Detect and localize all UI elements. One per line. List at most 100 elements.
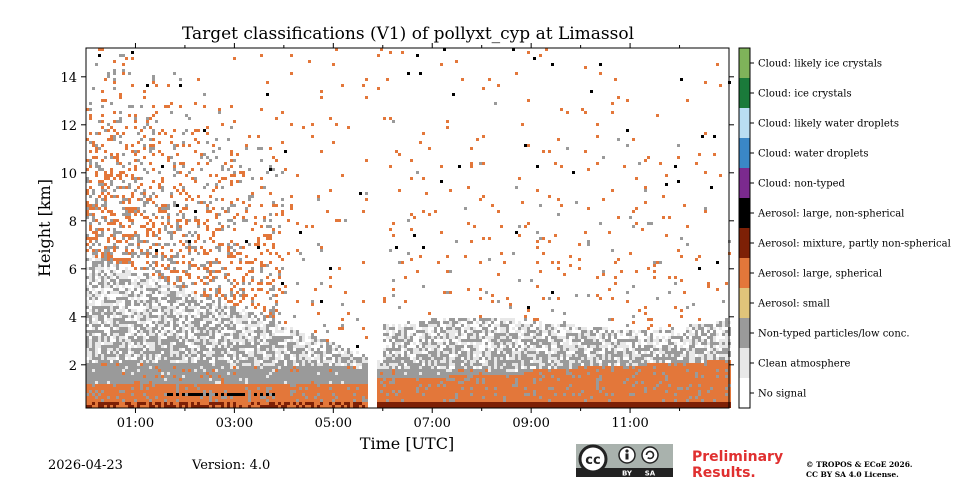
heatmap-cell <box>479 288 482 291</box>
heatmap-cell <box>155 234 158 237</box>
heatmap-cell <box>485 399 488 402</box>
heatmap-cell <box>128 348 131 351</box>
heatmap-cell <box>98 402 101 405</box>
heatmap-cell <box>236 252 239 255</box>
heatmap-cell <box>212 327 215 330</box>
heatmap-cell <box>260 351 263 354</box>
heatmap-cell <box>476 354 479 357</box>
heatmap-cell <box>119 162 122 165</box>
heatmap-cell <box>134 114 137 117</box>
heatmap-cell <box>233 351 236 354</box>
heatmap-cell <box>146 228 149 231</box>
heatmap-cell <box>494 102 497 105</box>
heatmap-cell <box>89 378 92 381</box>
heatmap-cell <box>209 294 212 297</box>
heatmap-cell <box>92 273 95 276</box>
heatmap-cell <box>476 366 479 369</box>
heatmap-cell <box>314 366 317 369</box>
heatmap-cell <box>224 312 227 315</box>
heatmap-cell <box>134 321 137 324</box>
heatmap-cell <box>197 78 200 81</box>
heatmap-cell <box>197 330 200 333</box>
heatmap-cell <box>227 333 230 336</box>
heatmap-cell <box>134 399 137 402</box>
heatmap-cell <box>353 366 356 369</box>
heatmap-cell <box>494 366 497 369</box>
heatmap-cell <box>350 402 353 405</box>
heatmap-cell <box>443 48 446 51</box>
heatmap-cell <box>230 390 233 393</box>
heatmap-cell <box>335 345 338 348</box>
heatmap-cell <box>107 192 110 195</box>
heatmap-cell <box>152 78 155 81</box>
heatmap-cell <box>419 399 422 402</box>
heatmap-cell <box>464 351 467 354</box>
heatmap-cell <box>311 123 314 126</box>
heatmap-cell <box>110 285 113 288</box>
heatmap-cell <box>125 327 128 330</box>
heatmap-cell <box>275 294 278 297</box>
heatmap-cell <box>227 387 230 390</box>
heatmap-cell <box>161 129 164 132</box>
heatmap-cell <box>380 369 383 372</box>
heatmap-cell <box>161 348 164 351</box>
heatmap-cell <box>167 369 170 372</box>
heatmap-cell <box>215 186 218 189</box>
heatmap-cell <box>434 378 437 381</box>
heatmap-cell <box>152 396 155 399</box>
heatmap-cell <box>125 402 128 405</box>
heatmap-cell <box>245 366 248 369</box>
heatmap-cell <box>125 294 128 297</box>
heatmap-cell <box>173 306 176 309</box>
heatmap-cell <box>422 384 425 387</box>
heatmap-cell <box>278 351 281 354</box>
heatmap-cell <box>332 366 335 369</box>
heatmap-cell <box>230 315 233 318</box>
heatmap-cell <box>86 237 89 240</box>
heatmap-cell <box>107 324 110 327</box>
heatmap-cell <box>305 225 308 228</box>
heatmap-cell <box>311 384 314 387</box>
heatmap-cell <box>320 249 323 252</box>
heatmap-cell <box>443 393 446 396</box>
heatmap-cell <box>398 348 401 351</box>
heatmap-cell <box>290 369 293 372</box>
heatmap-cell <box>161 222 164 225</box>
heatmap-cell <box>179 291 182 294</box>
heatmap-cell <box>305 363 308 366</box>
heatmap-cell <box>113 270 116 273</box>
heatmap-cell <box>125 147 128 150</box>
heatmap-cell <box>122 153 125 156</box>
heatmap-cell <box>473 360 476 363</box>
heatmap-cell <box>239 339 242 342</box>
heatmap-cell <box>362 390 365 393</box>
heatmap-cell <box>179 78 182 81</box>
heatmap-cell <box>290 384 293 387</box>
heatmap-cell <box>215 288 218 291</box>
heatmap-cell <box>146 360 149 363</box>
heatmap-cell <box>233 243 236 246</box>
heatmap-cell <box>311 339 314 342</box>
heatmap-cell <box>410 396 413 399</box>
heatmap-cell <box>122 171 125 174</box>
heatmap-cell <box>119 339 122 342</box>
heatmap-cell <box>176 270 179 273</box>
heatmap-cell <box>119 321 122 324</box>
heatmap-cell <box>329 372 332 375</box>
heatmap-cell <box>278 321 281 324</box>
heatmap-cell <box>125 144 128 147</box>
heatmap-cell <box>149 252 152 255</box>
heatmap-cell <box>482 330 485 333</box>
heatmap-cell <box>398 405 401 408</box>
heatmap-cell <box>212 354 215 357</box>
heatmap-cell <box>161 180 164 183</box>
heatmap-cell <box>278 393 281 396</box>
heatmap-cell <box>452 402 455 405</box>
heatmap-cell <box>107 240 110 243</box>
heatmap-cell <box>428 147 431 150</box>
heatmap-cell <box>95 378 98 381</box>
heatmap-cell <box>248 315 251 318</box>
heatmap-cell <box>230 363 233 366</box>
heatmap-cell <box>137 210 140 213</box>
heatmap-cell <box>143 369 146 372</box>
